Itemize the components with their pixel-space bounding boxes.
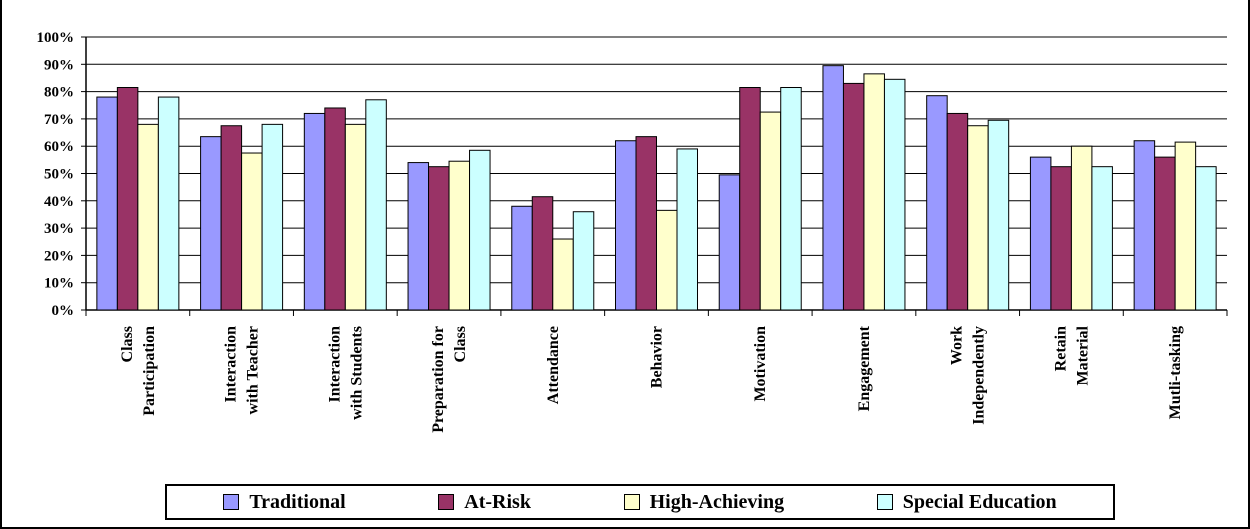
y-tick-label: 60% [44,139,74,155]
category-label: Motivation [752,326,769,402]
legend-item-special-education: Special Education [876,490,1057,514]
category-label: Class [119,326,136,362]
bar-at-risk [1050,166,1072,311]
bar-traditional [1029,156,1052,311]
bar-special-education [572,211,595,311]
category-label: Engagement [856,325,873,411]
bar-high-achieving [344,123,367,311]
bar-at-risk [428,166,450,311]
legend-item-traditional: Traditional [223,490,346,514]
bar-special-education [987,119,1010,311]
bar-traditional [926,95,948,311]
y-tick-label: 70% [44,112,74,128]
bar-high-achieving [1070,145,1093,311]
bar-high-achieving [552,238,574,311]
category-label: Mutli-tasking [1167,326,1184,419]
bar-high-achieving [759,111,782,311]
y-tick-label: 0% [52,303,75,319]
category-label: Interaction [223,326,240,403]
bar-high-achieving [241,152,263,311]
legend: Traditional At-Risk High-Achieving Speci… [165,484,1115,520]
y-tick-label: 100% [37,30,75,46]
bar-at-risk [842,82,865,311]
bar-traditional [615,140,637,311]
category-label: Behavior [649,326,666,388]
y-tick-label: 30% [44,221,74,237]
bar-traditional [96,96,118,311]
bar-special-education [1091,166,1113,311]
bar-at-risk [116,87,139,311]
legend-swatch-at-risk [438,494,455,510]
bar-at-risk [220,125,243,311]
bar-traditional [511,205,533,311]
legend-swatch-traditional [223,494,240,510]
y-tick-label: 50% [44,167,74,183]
category-label: Material [1074,325,1091,385]
category-label: Interaction [326,326,343,403]
category-label: Work [949,326,966,365]
bar-special-education [365,99,387,311]
legend-label-at-risk: At-Risk [464,490,531,513]
bar-traditional [822,65,844,311]
bar-traditional [718,174,741,311]
bar-special-education [157,96,180,311]
bar-high-achieving [448,160,471,311]
legend-label-high-achieving: High-Achieving [649,490,785,513]
y-tick-label: 10% [44,276,74,292]
bar-high-achieving [967,125,989,311]
y-tick-label: 40% [44,194,74,210]
legend-label-traditional: Traditional [249,490,346,513]
bar-chart: 0% 10% 20% 30% 40% 50% 60% 70% 80% 90% 100% Class Pa… [37,30,1228,433]
category-label: Class [452,326,469,362]
legend-swatch-special-education [876,494,893,510]
category-label: with Students [348,326,365,420]
bar-at-risk [324,107,346,311]
bar-high-achieving [863,73,885,311]
bar-traditional [303,112,326,311]
legend-item-at-risk: At-Risk [438,491,531,514]
bar-high-achieving [137,123,159,311]
bar-traditional [200,136,222,311]
bar-high-achieving [656,209,678,311]
bar-traditional [1133,140,1156,311]
category-label: Independently [971,326,988,425]
bar-at-risk [635,136,657,311]
bar-special-education [1195,166,1217,311]
bar-at-risk [531,196,554,311]
y-tick-label: 90% [44,57,74,73]
category-label: with Teacher [245,326,262,414]
bar-traditional [407,162,430,311]
legend-item-high-achieving: High-Achieving [623,490,785,514]
y-tick-label: 80% [44,85,74,101]
category-label: Preparation for [430,326,447,433]
bar-at-risk [739,87,761,311]
y-tick-label: 20% [44,248,74,264]
bar-special-education [883,78,906,311]
legend-swatch-high-achieving [623,494,640,510]
bar-special-education [469,149,491,311]
category-label: Retain [1052,326,1069,371]
bar-high-achieving [1174,141,1197,311]
legend-label-special-education: Special Education [902,490,1057,513]
bar-special-education [780,87,802,311]
category-label: Participation [141,326,158,416]
bar-special-education [676,148,698,311]
category-label: Attendance [545,326,562,404]
bar-at-risk [946,112,969,311]
bar-special-education [261,123,284,311]
bar-at-risk [1154,156,1176,311]
